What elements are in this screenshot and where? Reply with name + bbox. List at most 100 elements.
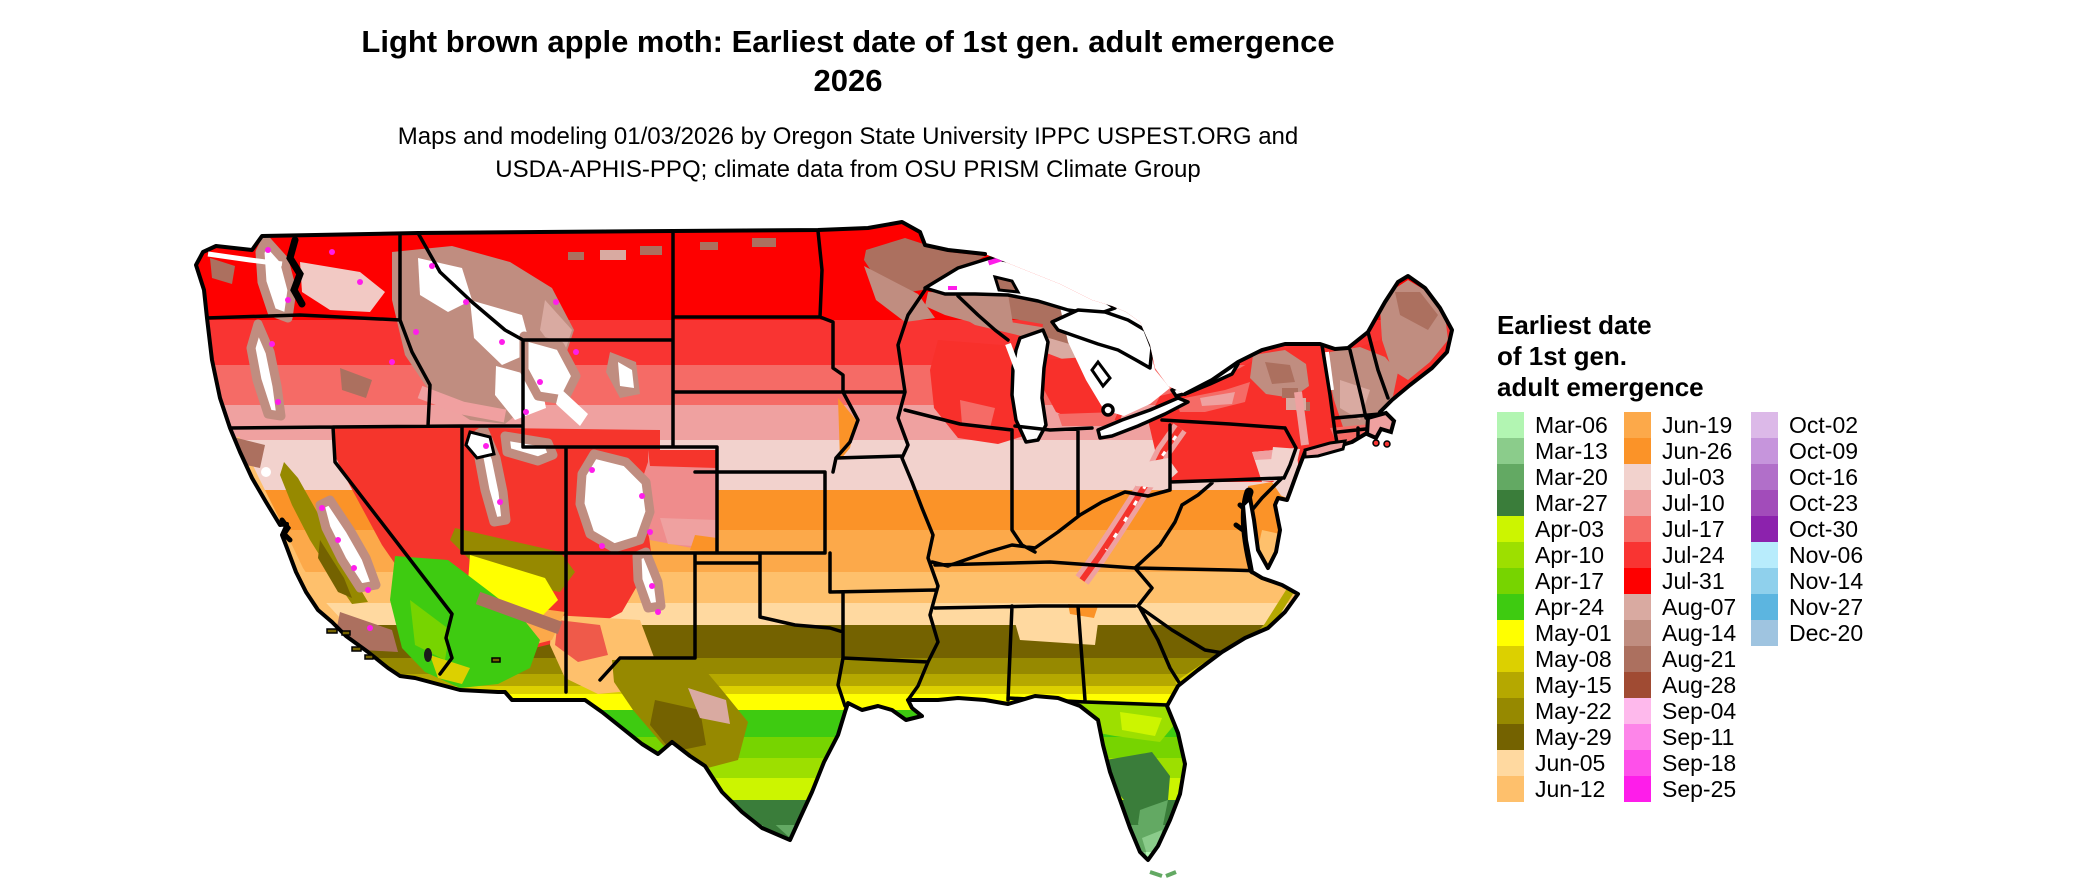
legend-title-line-2: of 1st gen.: [1497, 341, 1628, 371]
legend-item: Aug-14: [1624, 620, 1751, 646]
legend-item-label: May-08: [1535, 645, 1612, 672]
legend-color-swatch: [1497, 646, 1524, 672]
legend-item: Jul-03: [1624, 464, 1751, 490]
legend-item-label: Apr-17: [1535, 567, 1605, 594]
legend-color-swatch: [1497, 438, 1524, 464]
legend-item: Sep-04: [1624, 698, 1751, 724]
legend-item-label: Apr-24: [1535, 593, 1605, 620]
legend-color-swatch: [1624, 464, 1651, 490]
legend-color-swatch: [1751, 620, 1778, 646]
legend-item: Jul-10: [1624, 490, 1751, 516]
legend-title-line-3: adult emergence: [1497, 372, 1704, 402]
legend-color-swatch: [1624, 412, 1651, 438]
legend-item: Oct-02: [1751, 412, 1878, 438]
lake-michigan: [1010, 328, 1050, 444]
map-subtitle: Maps and modeling 01/03/2026 by Oregon S…: [0, 120, 1696, 186]
legend-color-swatch: [1497, 698, 1524, 724]
legend-color-swatch: [1624, 542, 1651, 568]
legend-item-label: May-01: [1535, 619, 1612, 646]
legend-color-swatch: [1624, 776, 1651, 802]
legend-color-swatch: [1497, 542, 1524, 568]
legend-item-label: Jun-26: [1662, 437, 1733, 464]
legend-column: Jun-19 Jun-26 Jul-03 Jul-10 Jul-17 Jul-24 Jul-…: [1624, 412, 1751, 802]
lake-champlain: [1325, 351, 1334, 391]
legend-color-swatch: [1751, 464, 1778, 490]
legend-item-label: Jun-12: [1535, 775, 1606, 802]
legend-item-label: Aug-14: [1662, 619, 1737, 646]
legend-color-swatch: [1624, 516, 1651, 542]
legend-item-label: Dec-20: [1789, 619, 1864, 646]
legend-item: Jun-19: [1624, 412, 1751, 438]
legend-item: Dec-20: [1751, 620, 1878, 646]
legend-item: Apr-24: [1497, 594, 1624, 620]
legend-color-swatch: [1497, 594, 1524, 620]
legend-color-swatch: [1497, 620, 1524, 646]
legend-color-swatch: [1497, 724, 1524, 750]
legend-item: May-29: [1497, 724, 1624, 750]
legend-item-label: Aug-28: [1662, 671, 1737, 698]
legend-item: Mar-27: [1497, 490, 1624, 516]
map-legend: Earliest date of 1st gen. adult emergenc…: [1497, 310, 1878, 802]
legend-item-label: Oct-09: [1789, 437, 1859, 464]
legend-item: Oct-23: [1751, 490, 1878, 516]
legend-item: Sep-18: [1624, 750, 1751, 776]
legend-color-swatch: [1751, 516, 1778, 542]
legend-color-swatch: [1624, 646, 1651, 672]
legend-item-label: Jul-24: [1662, 541, 1725, 568]
legend-item: Mar-06: [1497, 412, 1624, 438]
legend-color-swatch: [1624, 620, 1651, 646]
legend-item-label: Mar-20: [1535, 463, 1608, 490]
legend-title-line-1: Earliest date: [1497, 310, 1652, 340]
cape-cod: [1364, 410, 1397, 441]
legend-item: Oct-16: [1751, 464, 1878, 490]
legend-item: Sep-11: [1624, 724, 1751, 750]
legend-item-label: May-22: [1535, 697, 1612, 724]
legend-item-label: Sep-11: [1662, 723, 1735, 750]
legend-item: Aug-21: [1624, 646, 1751, 672]
legend-color-swatch: [1624, 750, 1651, 776]
subtitle-line-2: USDA-APHIS-PPQ; climate data from OSU PR…: [495, 156, 1201, 183]
legend-color-swatch: [1751, 438, 1778, 464]
legend-color-swatch: [1497, 568, 1524, 594]
legend-item-label: Nov-14: [1789, 567, 1864, 594]
lake-huron: [1050, 308, 1154, 370]
legend-item-label: Jul-17: [1662, 515, 1725, 542]
legend-color-swatch: [1624, 672, 1651, 698]
legend-item-label: Apr-03: [1535, 515, 1605, 542]
legend-color-swatch: [1624, 724, 1651, 750]
header: Light brown apple moth: Earliest date of…: [0, 22, 1696, 186]
legend-item: Jun-26: [1624, 438, 1751, 464]
channel-islands: [326, 628, 501, 663]
legend-title: Earliest date of 1st gen. adult emergenc…: [1497, 310, 1878, 403]
region-appalachia: [1075, 423, 1187, 585]
legend-item: Jul-17: [1624, 516, 1751, 542]
legend-column: Mar-06 Mar-13 Mar-20 Mar-27 Apr-03 Apr-10 Apr-…: [1497, 412, 1624, 802]
legend-item: Nov-27: [1751, 594, 1878, 620]
legend-item-label: Oct-30: [1789, 515, 1859, 542]
legend-color-swatch: [1497, 490, 1524, 516]
legend-color-swatch: [1751, 568, 1778, 594]
legend-item-label: Oct-23: [1789, 489, 1859, 516]
legend-item-label: May-15: [1535, 671, 1612, 698]
legend-item-label: Jun-05: [1535, 749, 1606, 776]
legend-color-swatch: [1751, 594, 1778, 620]
legend-item: Mar-20: [1497, 464, 1624, 490]
title-line-1: Light brown apple moth: Earliest date of…: [361, 24, 1335, 59]
legend-item: Jul-24: [1624, 542, 1751, 568]
legend-color-swatch: [1497, 464, 1524, 490]
legend-item-label: Sep-18: [1662, 749, 1737, 776]
legend-color-swatch: [1751, 542, 1778, 568]
legend-item: May-08: [1497, 646, 1624, 672]
legend-item: Jun-12: [1497, 776, 1624, 802]
legend-color-swatch: [1497, 672, 1524, 698]
legend-color-swatch: [1624, 490, 1651, 516]
legend-item-label: Aug-07: [1662, 593, 1737, 620]
legend-item: Mar-13: [1497, 438, 1624, 464]
legend-color-swatch: [1624, 698, 1651, 724]
legend-item: Apr-10: [1497, 542, 1624, 568]
lake-erie: [1096, 396, 1190, 440]
florida-keys: [1149, 870, 1177, 878]
legend-item: Sep-25: [1624, 776, 1751, 802]
offshore-features: [207, 251, 1397, 878]
